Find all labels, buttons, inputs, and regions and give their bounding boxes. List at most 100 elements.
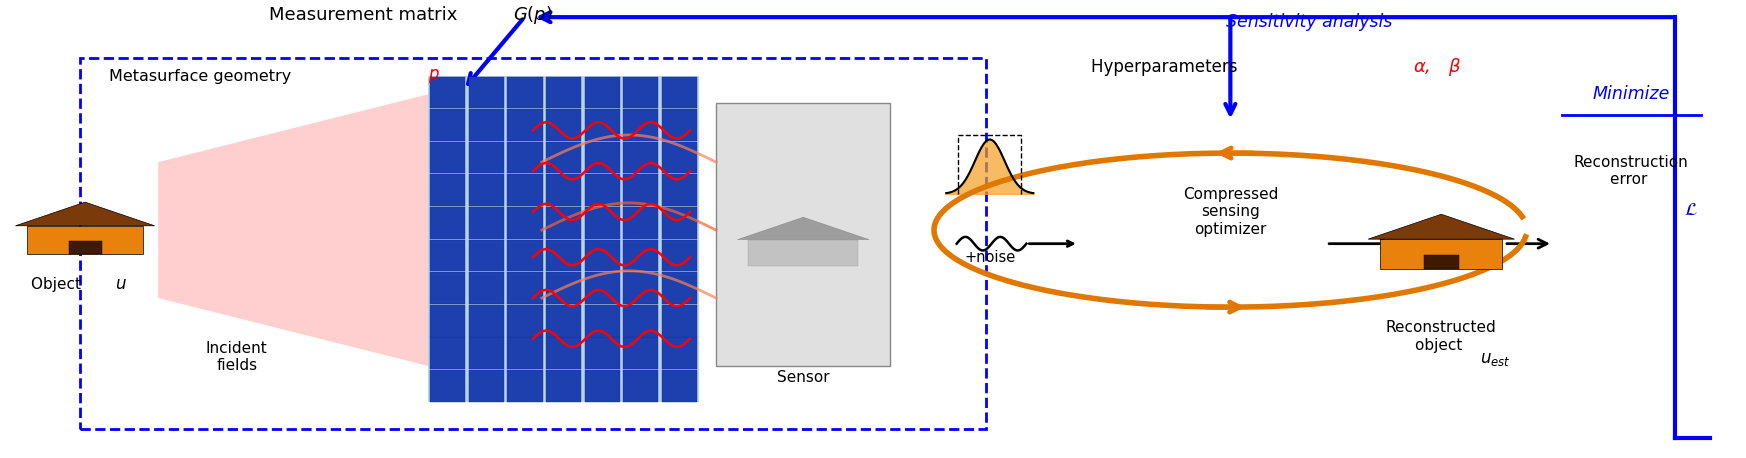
FancyBboxPatch shape xyxy=(585,142,620,174)
FancyBboxPatch shape xyxy=(662,109,697,141)
FancyBboxPatch shape xyxy=(430,240,466,271)
Text: $u_{est}$: $u_{est}$ xyxy=(1479,350,1510,368)
Text: Sensor: Sensor xyxy=(777,370,829,385)
FancyBboxPatch shape xyxy=(662,338,697,369)
FancyBboxPatch shape xyxy=(470,174,505,206)
Text: $p$: $p$ xyxy=(428,67,440,85)
FancyBboxPatch shape xyxy=(546,240,581,271)
FancyBboxPatch shape xyxy=(585,370,620,402)
Polygon shape xyxy=(1369,214,1514,239)
FancyBboxPatch shape xyxy=(1381,239,1502,268)
FancyBboxPatch shape xyxy=(623,207,658,239)
FancyBboxPatch shape xyxy=(623,305,658,337)
Text: Object: Object xyxy=(31,277,86,292)
Text: Minimize: Minimize xyxy=(1592,85,1669,103)
FancyBboxPatch shape xyxy=(508,174,543,206)
FancyBboxPatch shape xyxy=(470,338,505,369)
FancyBboxPatch shape xyxy=(508,142,543,174)
FancyBboxPatch shape xyxy=(546,370,581,402)
FancyBboxPatch shape xyxy=(430,76,466,108)
Text: Hyperparameters: Hyperparameters xyxy=(1091,58,1243,76)
Polygon shape xyxy=(159,94,428,366)
FancyBboxPatch shape xyxy=(430,338,466,369)
Polygon shape xyxy=(737,217,870,240)
Text: Measurement matrix: Measurement matrix xyxy=(269,6,463,24)
FancyBboxPatch shape xyxy=(546,305,581,337)
FancyBboxPatch shape xyxy=(749,240,859,266)
FancyBboxPatch shape xyxy=(508,76,543,108)
FancyBboxPatch shape xyxy=(430,207,466,239)
FancyBboxPatch shape xyxy=(428,76,698,402)
FancyBboxPatch shape xyxy=(508,207,543,239)
FancyBboxPatch shape xyxy=(470,370,505,402)
FancyBboxPatch shape xyxy=(716,103,890,366)
FancyBboxPatch shape xyxy=(470,305,505,337)
Text: Reconstructed
object: Reconstructed object xyxy=(1386,320,1496,353)
FancyBboxPatch shape xyxy=(470,109,505,141)
FancyBboxPatch shape xyxy=(623,338,658,369)
Polygon shape xyxy=(16,202,155,226)
FancyBboxPatch shape xyxy=(508,240,543,271)
Text: Incident
fields: Incident fields xyxy=(206,341,267,373)
FancyBboxPatch shape xyxy=(585,109,620,141)
FancyBboxPatch shape xyxy=(470,240,505,271)
FancyBboxPatch shape xyxy=(546,272,581,304)
FancyBboxPatch shape xyxy=(585,174,620,206)
FancyBboxPatch shape xyxy=(546,142,581,174)
FancyBboxPatch shape xyxy=(68,241,101,254)
FancyBboxPatch shape xyxy=(662,142,697,174)
FancyBboxPatch shape xyxy=(1423,255,1458,268)
FancyBboxPatch shape xyxy=(662,370,697,402)
Text: $u$: $u$ xyxy=(115,275,126,294)
Text: $G(p)$: $G(p)$ xyxy=(513,4,553,26)
Text: $\alpha$,: $\alpha$, xyxy=(1414,58,1433,76)
FancyBboxPatch shape xyxy=(585,272,620,304)
FancyBboxPatch shape xyxy=(662,76,697,108)
FancyBboxPatch shape xyxy=(508,272,543,304)
FancyBboxPatch shape xyxy=(508,370,543,402)
FancyBboxPatch shape xyxy=(585,76,620,108)
Text: $\beta$: $\beta$ xyxy=(1447,56,1461,78)
FancyBboxPatch shape xyxy=(546,76,581,108)
FancyBboxPatch shape xyxy=(508,305,543,337)
FancyBboxPatch shape xyxy=(623,240,658,271)
FancyBboxPatch shape xyxy=(546,338,581,369)
FancyBboxPatch shape xyxy=(430,370,466,402)
FancyBboxPatch shape xyxy=(546,109,581,141)
Text: Metasurface geometry: Metasurface geometry xyxy=(110,69,297,83)
FancyBboxPatch shape xyxy=(662,272,697,304)
Text: Reconstruction
error: Reconstruction error xyxy=(1573,155,1688,187)
FancyBboxPatch shape xyxy=(623,76,658,108)
FancyBboxPatch shape xyxy=(662,305,697,337)
Text: +noise: +noise xyxy=(964,250,1016,265)
FancyBboxPatch shape xyxy=(470,207,505,239)
FancyBboxPatch shape xyxy=(470,272,505,304)
FancyBboxPatch shape xyxy=(623,142,658,174)
Text: Compressed
sensing
optimizer: Compressed sensing optimizer xyxy=(1182,187,1278,237)
FancyBboxPatch shape xyxy=(585,240,620,271)
FancyBboxPatch shape xyxy=(546,207,581,239)
FancyBboxPatch shape xyxy=(623,272,658,304)
FancyBboxPatch shape xyxy=(546,174,581,206)
FancyBboxPatch shape xyxy=(623,174,658,206)
FancyBboxPatch shape xyxy=(430,174,466,206)
FancyBboxPatch shape xyxy=(662,174,697,206)
FancyBboxPatch shape xyxy=(623,370,658,402)
FancyBboxPatch shape xyxy=(585,305,620,337)
FancyBboxPatch shape xyxy=(662,207,697,239)
FancyBboxPatch shape xyxy=(470,76,505,108)
FancyBboxPatch shape xyxy=(623,109,658,141)
FancyBboxPatch shape xyxy=(585,207,620,239)
Text: Sensitivity analysis: Sensitivity analysis xyxy=(1226,13,1392,31)
FancyBboxPatch shape xyxy=(430,272,466,304)
FancyBboxPatch shape xyxy=(28,226,143,254)
FancyBboxPatch shape xyxy=(585,338,620,369)
FancyBboxPatch shape xyxy=(508,338,543,369)
FancyBboxPatch shape xyxy=(508,109,543,141)
FancyBboxPatch shape xyxy=(430,109,466,141)
FancyBboxPatch shape xyxy=(430,305,466,337)
FancyBboxPatch shape xyxy=(662,240,697,271)
FancyBboxPatch shape xyxy=(470,142,505,174)
FancyBboxPatch shape xyxy=(430,142,466,174)
Text: $\mathcal{L}$: $\mathcal{L}$ xyxy=(1683,201,1697,219)
